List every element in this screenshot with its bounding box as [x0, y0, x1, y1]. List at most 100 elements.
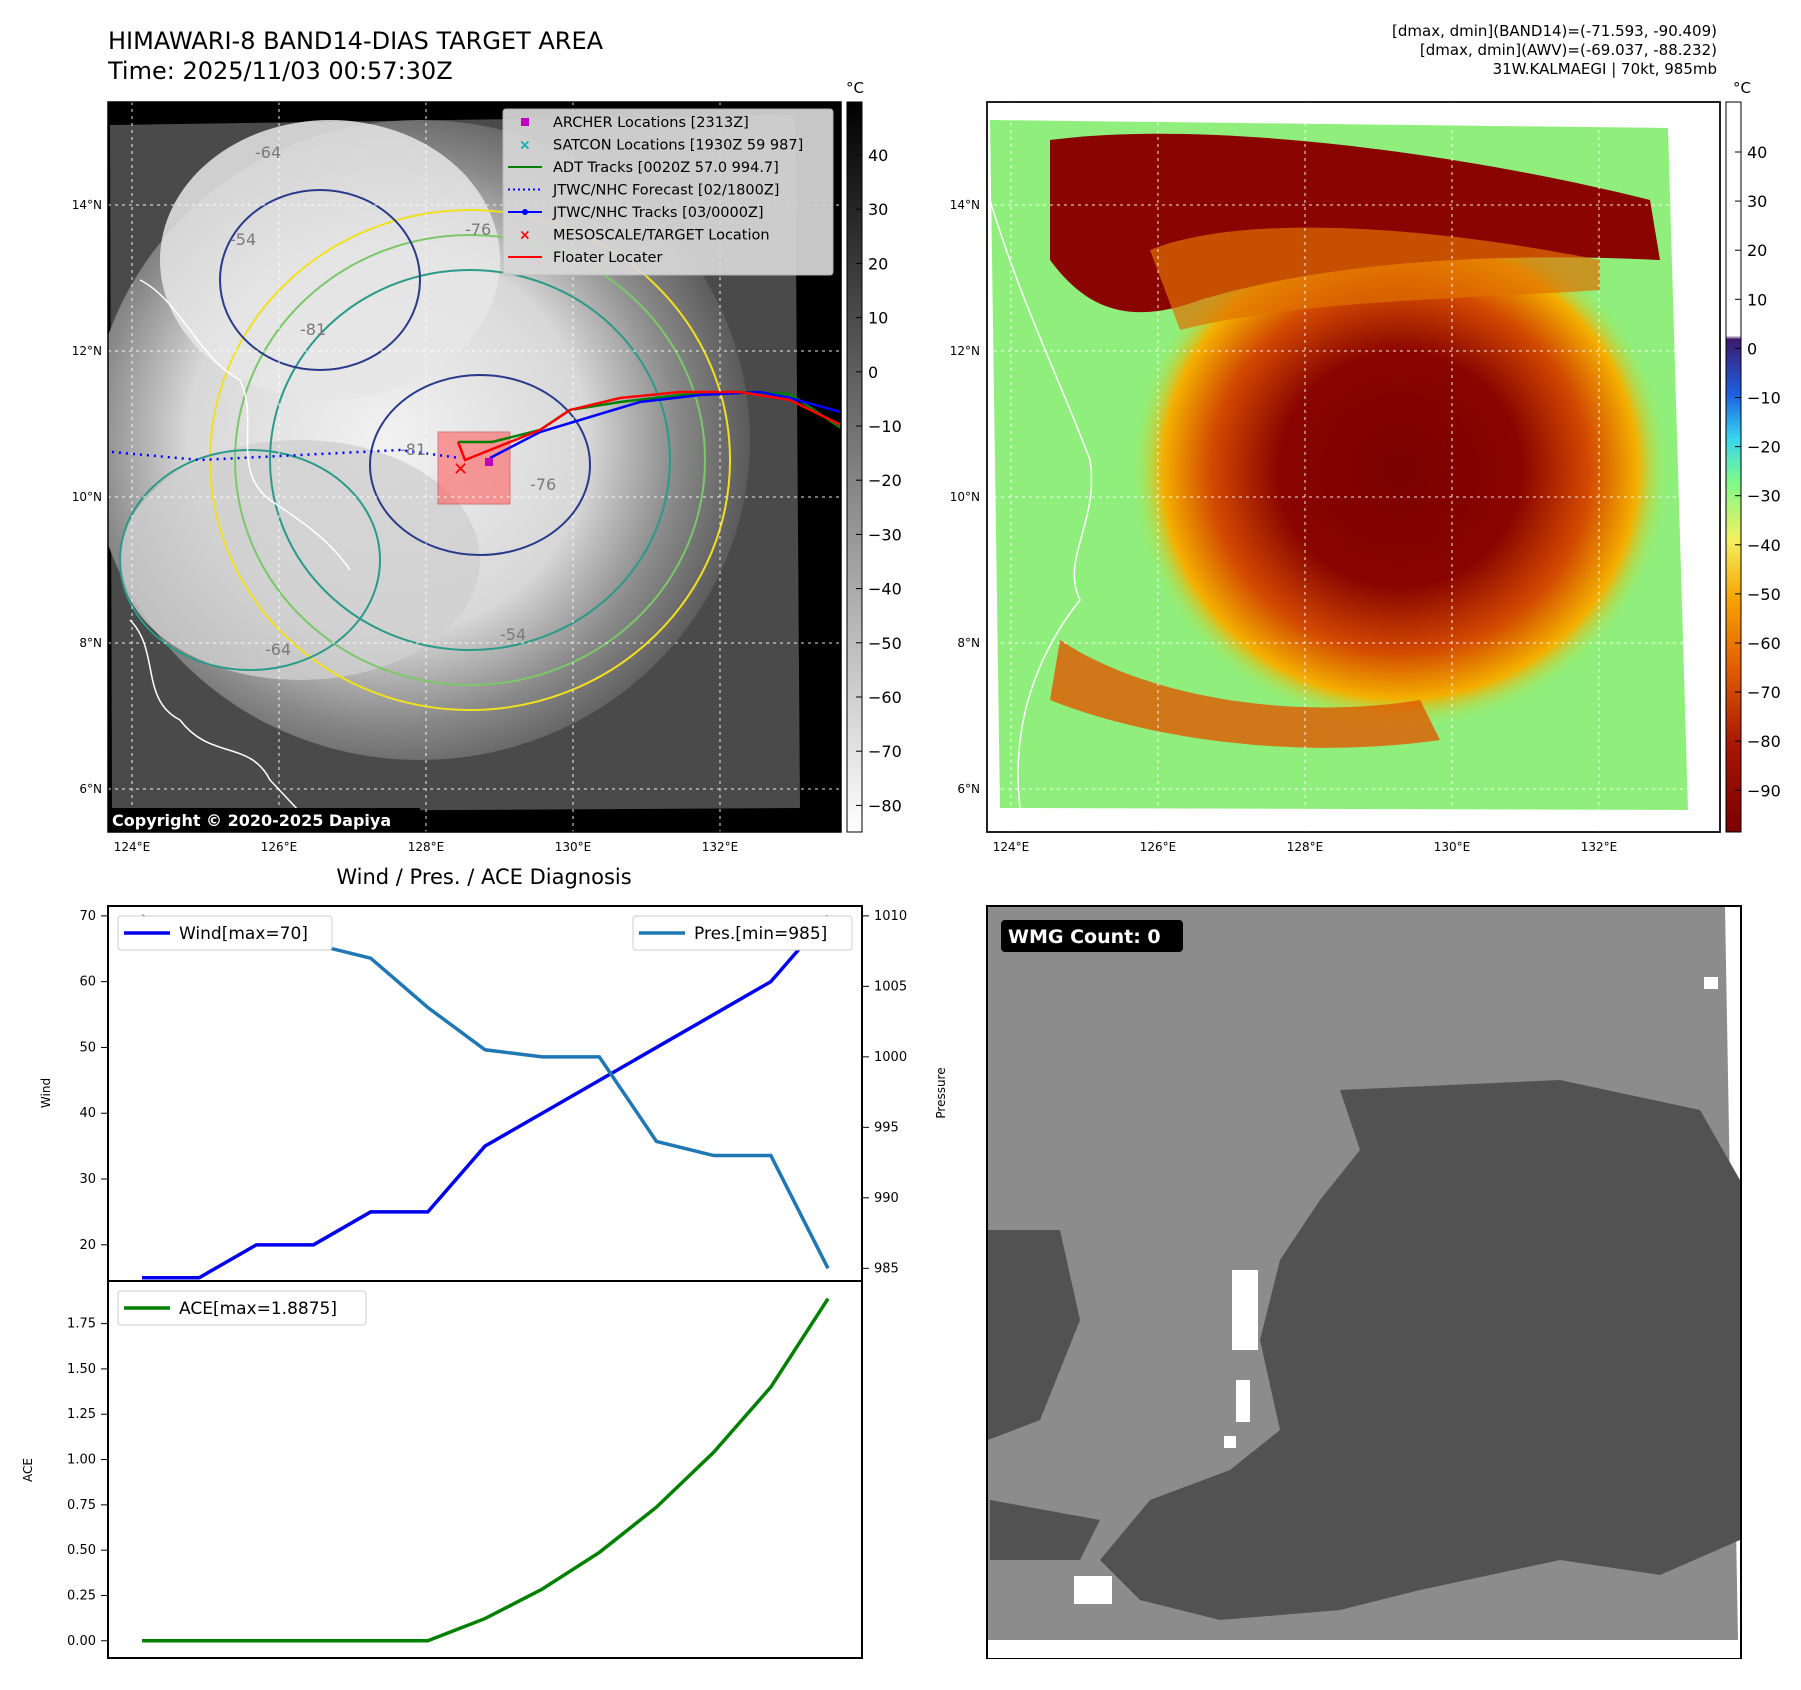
stats-line-2: [dmax, dmin](AWV)=(-69.037, -88.232) [1419, 41, 1717, 59]
stats-line-1: [dmax, dmin](BAND14)=(-71.593, -90.409) [1392, 22, 1717, 40]
contour-label: -54 [230, 230, 256, 249]
ir-floater-locater [456, 390, 841, 462]
wmg-bottom-strip [988, 1640, 1740, 1658]
ir-jtwc-forecast [111, 448, 461, 462]
colorbar-tick-label: −30 [1747, 487, 1781, 506]
legend-symbol: × [519, 138, 531, 154]
ir-colorbar: °C 40 30 20 10 0 −10 −20 −30 −40 −50 −60 −70 −80 [846, 79, 902, 833]
contour-label: -64 [255, 143, 281, 162]
wind-tick-label: 40 [79, 1106, 96, 1121]
stats-block: [dmax, dmin](BAND14)=(-71.593, -90.409) … [1392, 22, 1717, 79]
pressure-tick-label: 1005 [874, 979, 907, 994]
ace-tick-label: 0.50 [67, 1543, 96, 1558]
wmg-white-cell [1074, 1576, 1112, 1604]
ir-coastline-mindanao [129, 619, 301, 813]
colorbar-tick-label: −70 [1747, 683, 1781, 702]
wind-chart-frame [107, 905, 863, 1282]
legend-entry: JTWC/NHC Forecast [02/1800Z] [508, 183, 779, 199]
ir-lat-ticks: 14°N 12°N 10°N 8°N 6°N [72, 198, 102, 796]
awv-colorbar: °C 40 30 20 10 0 −10 −20 −30 −40 −50 −60 −70 −80 −90 [1725, 79, 1781, 833]
ir-archer-marker [485, 458, 493, 466]
ir-legend-box [502, 108, 834, 276]
wmg-dark-region [1100, 1080, 1740, 1620]
lat-tick-label: 8°N [957, 636, 980, 650]
lon-tick-label: 128°E [1287, 840, 1324, 854]
ir-coastline-visayas [139, 279, 351, 571]
colorbar-tick-label: 10 [1747, 290, 1767, 309]
colorbar-tick-label: 0 [868, 363, 878, 382]
lat-tick-label: 8°N [79, 636, 102, 650]
contour-label: -76 [465, 220, 491, 239]
pressure-y-ticks: 985 990 995 1000 1005 1010 [862, 909, 907, 1276]
ace-tick-label: 1.75 [67, 1317, 96, 1332]
pressure-tick-label: 990 [874, 1191, 899, 1206]
awv-colorbar-ticks: 40 30 20 10 0 −10 −20 −30 −40 −50 −60 −70 −80 −90 [1735, 143, 1781, 800]
lon-tick-label: 128°E [408, 840, 445, 854]
ir-target-marker: ✕ [453, 459, 468, 480]
wind-pressure-chart: Wind Pressure 20 30 40 50 60 70 985 990 995 1000… [39, 905, 948, 1282]
stats-line-3: 31W.KALMAEGI | 70kt, 985mb [1492, 60, 1717, 78]
colorbar-tick-label: −20 [1747, 438, 1781, 457]
colorbar-tick-label: 0 [1747, 339, 1757, 358]
awv-south-band [1050, 640, 1440, 748]
legend-label: SATCON Locations [1930Z 59 987] [553, 138, 803, 154]
figure-title: HIMAWARI-8 BAND14-DIAS TARGET AREA Time:… [108, 26, 603, 86]
pressure-legend-label: Pres.[min=985] [694, 924, 827, 944]
ir-lon-ticks: 124°E 126°E 128°E 130°E 132°E [114, 840, 739, 854]
ace-tick-label: 0.25 [67, 1588, 96, 1603]
title-line-2: Time: 2025/11/03 00:57:30Z [108, 57, 453, 85]
legend-label: ADT Tracks [0020Z 57.0 994.7] [553, 160, 779, 176]
colorbar-tick-label: −10 [1747, 389, 1781, 408]
colorbar-tick-label: −20 [868, 471, 902, 490]
wmg-dark-region-west [988, 1230, 1080, 1440]
ir-contour-north-cell [219, 189, 421, 371]
colorbar-tick-label: −10 [868, 417, 902, 436]
wind-tick-label: 70 [79, 909, 96, 924]
colorbar-tick-label: −70 [868, 742, 902, 761]
legend-entry: Floater Locater [508, 250, 662, 266]
wmg-white-cell [1232, 1270, 1258, 1350]
wind-legend-label: Wind[max=70] [179, 924, 308, 944]
ace-tick-label: 1.25 [67, 1407, 96, 1422]
legend-symbol-dot [522, 209, 528, 215]
colorbar-tick-label: −40 [868, 580, 902, 599]
ir-target-box [437, 431, 511, 505]
legend-entry: × MESOSCALE/TARGET Location [519, 228, 770, 244]
lat-tick-label: 14°N [950, 198, 980, 212]
ir-contour-teal [269, 269, 671, 651]
wind-legend-box [117, 915, 333, 951]
contour-label: -76 [530, 475, 556, 494]
legend-entry: ADT Tracks [0020Z 57.0 994.7] [508, 160, 779, 176]
ace-legend-label: ACE[max=1.8875] [179, 1299, 337, 1319]
lon-tick-label: 132°E [702, 840, 739, 854]
colorbar-tick-label: 30 [868, 200, 888, 219]
awv-gridlines [987, 102, 1720, 832]
colorbar-tick-label: −40 [1747, 536, 1781, 555]
legend-entry: JTWC/NHC Tracks [03/0000Z] [508, 205, 764, 221]
ace-legend: ACE[max=1.8875] [117, 1290, 367, 1326]
wmg-count-text: WMG Count: 0 [1008, 926, 1161, 948]
pressure-tick-label: 985 [874, 1261, 899, 1276]
ir-adt-track [458, 390, 841, 444]
awv-map-panel [986, 101, 1721, 833]
colorbar-tick-label: −30 [868, 525, 902, 544]
legend-symbol: × [519, 228, 531, 244]
ir-cloud-north [160, 120, 500, 400]
colorbar-tick-label: 20 [1747, 241, 1767, 260]
colorbar-tick-label: 30 [1747, 192, 1767, 211]
ir-legend: ARCHER Locations [2313Z] × SATCON Location… [502, 108, 834, 276]
ir-contour-labels: -64 -54 -81 -76 -81 -76 -64 -54 [230, 143, 556, 659]
awv-lat-ticks: 14°N 12°N 10°N 8°N 6°N [950, 198, 980, 796]
lat-tick-label: 6°N [957, 782, 980, 796]
pressure-tick-label: 1010 [874, 909, 907, 924]
ir-jtwc-track [489, 390, 841, 460]
contour-label: -64 [265, 640, 291, 659]
colorbar-tick-label: −60 [1747, 634, 1781, 653]
colorbar-tick-label: 40 [1747, 143, 1767, 162]
legend-label: JTWC/NHC Forecast [02/1800Z] [552, 183, 779, 199]
wmg-white-cell [1224, 1436, 1236, 1448]
wmg-dark-region-sw [990, 1500, 1100, 1560]
legend-entry: ARCHER Locations [2313Z] [521, 115, 749, 131]
legend-label: Floater Locater [553, 250, 662, 266]
